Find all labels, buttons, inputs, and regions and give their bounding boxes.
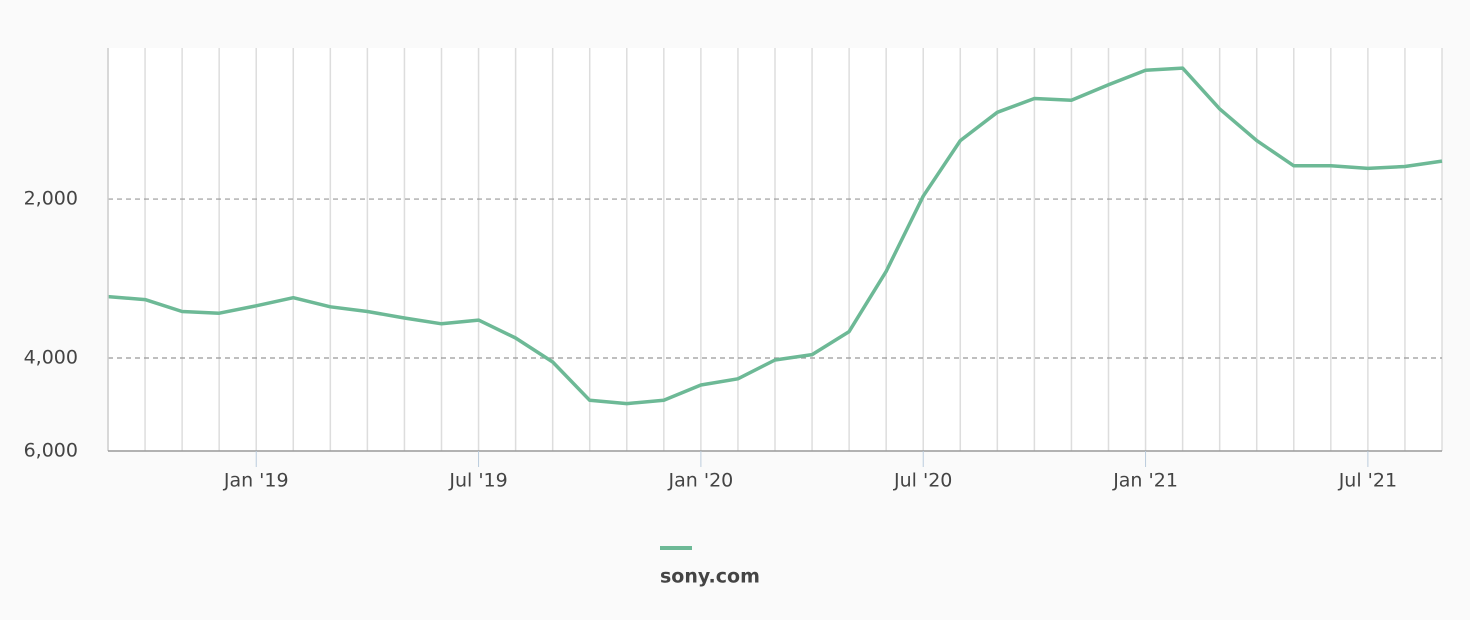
marks	[107, 66, 1443, 406]
line	[107, 66, 1443, 406]
x-tick-label: Jan '19	[223, 470, 289, 492]
y-tick-label: 2,000	[24, 188, 78, 210]
x-tick-label: Jan '21	[1112, 470, 1178, 492]
x-tick-label: Jul '21	[1338, 470, 1397, 492]
x-tick-label: Jan '20	[668, 470, 734, 492]
y-tick-label: 4,000	[24, 347, 78, 369]
x-tick-label: Jul '20	[893, 470, 952, 492]
grid	[108, 48, 1443, 451]
y-tick-label: 6,000	[24, 440, 78, 462]
x-tick-label: Jul '19	[448, 470, 507, 492]
legend-label[interactable]: sony.com	[660, 566, 760, 588]
